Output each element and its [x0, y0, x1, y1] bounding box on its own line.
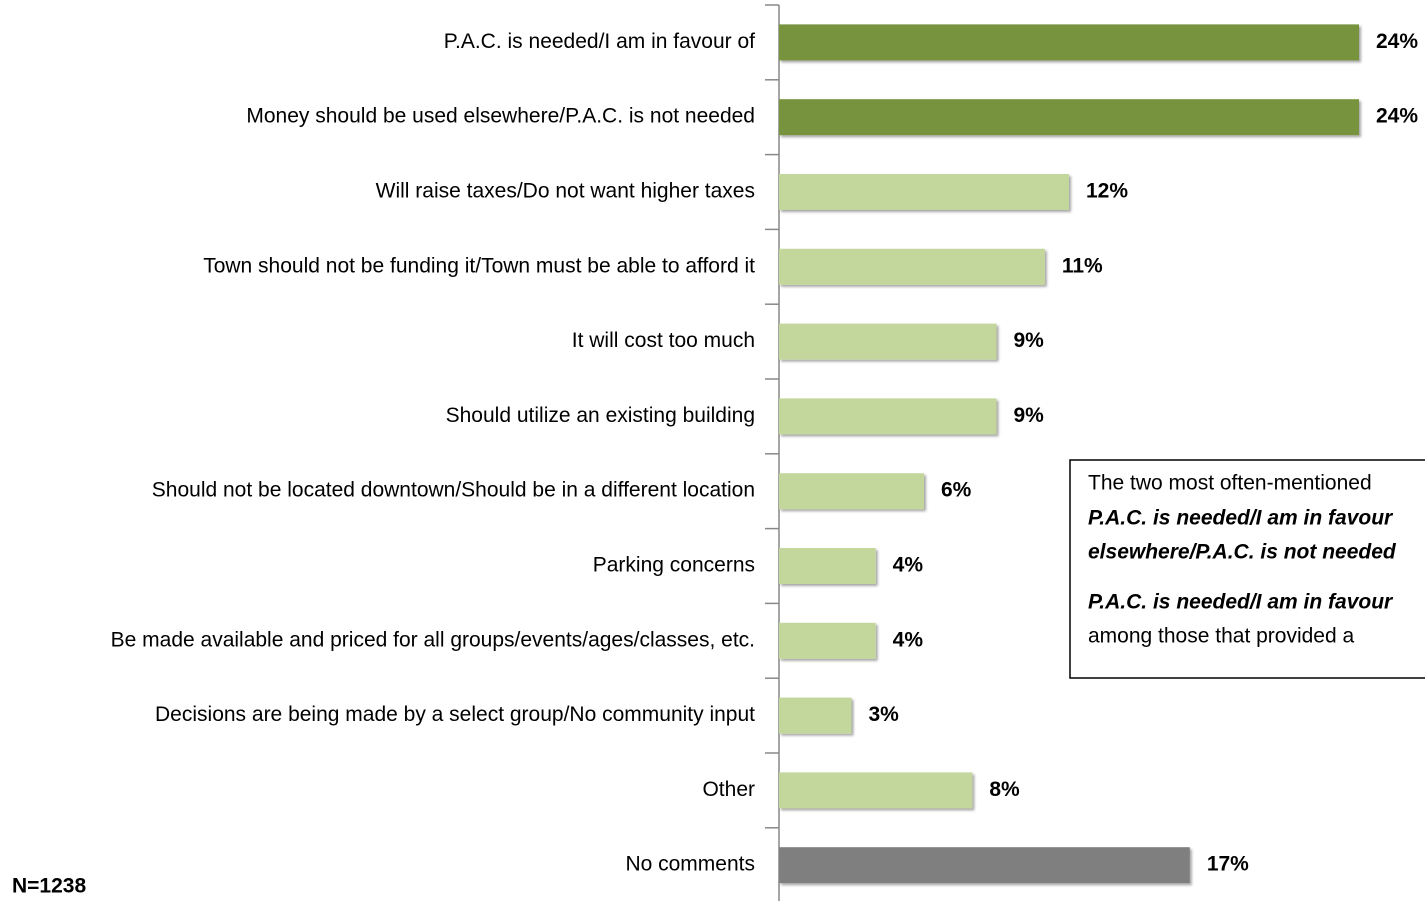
value-label: 9%: [1014, 329, 1045, 352]
value-label: 11%: [1062, 254, 1103, 277]
bar: [779, 174, 1069, 210]
category-label: Will raise taxes/Do not want higher taxe…: [376, 180, 755, 203]
bar: [779, 622, 876, 659]
value-label: 9%: [1014, 404, 1045, 427]
value-label: 3%: [869, 703, 900, 726]
category-label: Parking concerns: [593, 554, 755, 577]
value-label: 24%: [1376, 30, 1418, 53]
bar: [779, 24, 1359, 61]
bar: [779, 398, 997, 435]
bar: [779, 548, 876, 584]
bar: [779, 248, 1045, 285]
note-text: P.A.C. is needed/I am in favour: [1088, 591, 1394, 614]
bar: [779, 697, 852, 734]
category-label: Money should be used elsewhere/P.A.C. is…: [246, 105, 755, 128]
category-label: Be made available and priced for all gro…: [111, 628, 755, 651]
value-label: 8%: [989, 778, 1020, 801]
value-label: 24%: [1376, 105, 1418, 128]
bar: [779, 847, 1190, 884]
category-label: P.A.C. is needed/I am in favour of: [444, 30, 755, 53]
bar: [779, 473, 924, 510]
category-label: Should not be located downtown/Should be…: [152, 479, 755, 502]
category-label: Should utilize an existing building: [446, 404, 755, 427]
category-label: Town should not be funding it/Town must …: [203, 254, 755, 277]
value-label: 4%: [893, 628, 924, 651]
value-label: 4%: [893, 554, 924, 577]
bar: [779, 323, 997, 360]
sample-size: N=1238: [12, 875, 86, 898]
category-label: Decisions are being made by a select gro…: [155, 703, 755, 726]
value-label: 12%: [1086, 180, 1128, 203]
note-text: among those that provided a: [1088, 625, 1355, 648]
note-text: P.A.C. is needed/I am in favour: [1088, 507, 1394, 530]
value-label: 17%: [1207, 853, 1249, 876]
category-label: No comments: [625, 853, 755, 876]
bar: [779, 772, 973, 809]
category-label: Other: [702, 778, 755, 801]
note-box: [1069, 459, 1425, 679]
value-label: 6%: [941, 479, 972, 502]
category-label: It will cost too much: [572, 329, 755, 352]
note-text: The two most often-mentioned: [1088, 472, 1372, 495]
bar: [779, 99, 1359, 136]
note-text: elsewhere/P.A.C. is not needed: [1088, 541, 1397, 564]
